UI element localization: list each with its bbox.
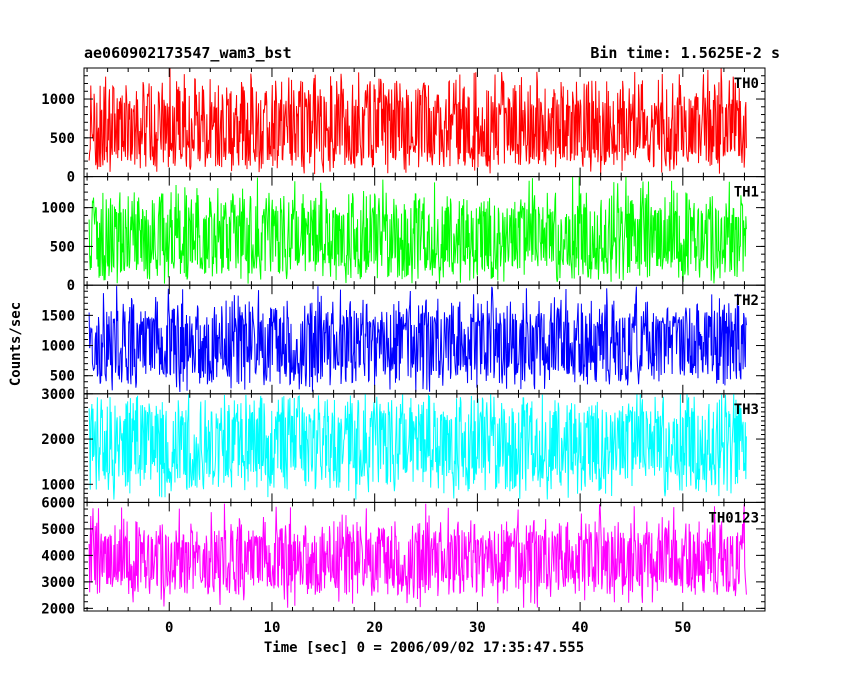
y-tick-label: 500 bbox=[50, 239, 75, 255]
bin-time-label: Bin time: 1.5625E-2 s bbox=[590, 44, 780, 62]
panel-label-th1: TH1 bbox=[734, 185, 759, 201]
series-line-th2 bbox=[88, 286, 747, 392]
chart-title: ae060902173547_wam3_bst bbox=[84, 44, 292, 62]
series-line-th1 bbox=[88, 176, 747, 284]
x-tick-label: 0 bbox=[165, 620, 173, 636]
panel-label-th3: TH3 bbox=[734, 402, 759, 418]
x-tick-label: 50 bbox=[674, 620, 691, 636]
x-tick-label: 40 bbox=[572, 620, 589, 636]
y-tick-label: 1000 bbox=[41, 339, 75, 355]
y-tick-label: 6000 bbox=[41, 495, 75, 511]
y-tick-label: 2000 bbox=[41, 601, 75, 617]
series-line-th0123 bbox=[88, 503, 747, 608]
y-tick-label: 2000 bbox=[41, 432, 75, 448]
y-tick-label: 5000 bbox=[41, 522, 75, 538]
y-tick-label: 0 bbox=[67, 170, 75, 186]
y-tick-label: 1000 bbox=[41, 201, 75, 217]
panel-label-th2: TH2 bbox=[734, 293, 759, 309]
y-tick-label: 1000 bbox=[41, 477, 75, 493]
x-tick-label: 20 bbox=[366, 620, 383, 636]
y-tick-label: 3000 bbox=[41, 387, 75, 403]
y-tick-label: 1000 bbox=[41, 92, 75, 108]
panel-label-th0123: TH0123 bbox=[708, 510, 759, 526]
x-axis-label: Time [sec] 0 = 2006/09/02 17:35:47.555 bbox=[263, 640, 585, 656]
y-tick-label: 500 bbox=[50, 369, 75, 385]
series-line-th0 bbox=[88, 68, 747, 175]
y-tick-label: 3000 bbox=[41, 575, 75, 591]
y-tick-label: 500 bbox=[50, 131, 75, 147]
x-tick-label: 10 bbox=[264, 620, 281, 636]
y-tick-label: 4000 bbox=[41, 548, 75, 564]
y-tick-label: 1500 bbox=[41, 308, 75, 324]
x-tick-label: 30 bbox=[469, 620, 486, 636]
y-tick-label: 0 bbox=[67, 278, 75, 294]
panel-label-th0: TH0 bbox=[734, 76, 759, 92]
series-line-th3 bbox=[88, 393, 747, 500]
panel-frame-th0123 bbox=[83, 501, 766, 612]
